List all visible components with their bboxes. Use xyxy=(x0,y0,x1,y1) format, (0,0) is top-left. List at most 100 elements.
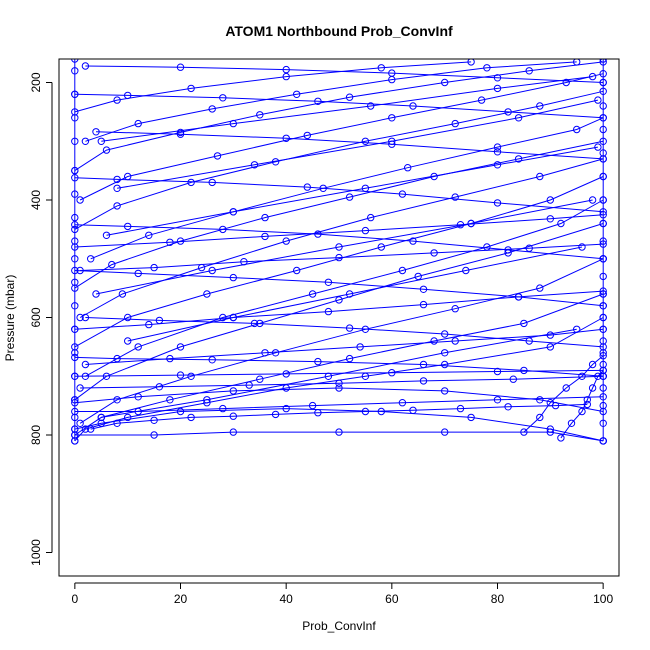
data-point xyxy=(71,437,79,445)
series-line xyxy=(90,117,604,260)
data-point xyxy=(467,59,475,66)
data-point xyxy=(282,134,290,143)
data-point xyxy=(398,266,407,275)
data-point xyxy=(599,325,607,333)
data-point xyxy=(536,413,544,422)
data-point xyxy=(134,393,142,401)
data-point xyxy=(335,428,343,436)
data-point xyxy=(546,399,554,407)
data-point xyxy=(87,255,95,263)
data-point xyxy=(71,137,79,146)
data-point xyxy=(451,337,459,345)
series-line xyxy=(523,355,604,433)
data-point xyxy=(271,410,280,419)
data-point xyxy=(145,231,153,240)
data-point xyxy=(92,128,100,136)
data-point xyxy=(81,425,90,433)
data-point xyxy=(187,372,195,380)
data-point xyxy=(578,407,586,416)
data-point xyxy=(599,272,607,281)
series-line xyxy=(74,408,604,442)
data-point xyxy=(419,377,428,385)
data-point xyxy=(282,72,290,81)
data-point xyxy=(520,366,528,375)
data-point xyxy=(81,62,90,70)
series-line xyxy=(74,431,604,442)
data-point xyxy=(324,278,333,286)
series-line xyxy=(74,61,604,172)
data-point xyxy=(155,383,164,391)
data-point xyxy=(76,419,84,427)
data-point xyxy=(404,164,412,172)
data-point xyxy=(261,349,269,357)
data-point xyxy=(504,108,512,116)
data-point xyxy=(335,296,343,304)
data-point xyxy=(451,305,459,313)
data-point xyxy=(594,143,602,151)
data-point xyxy=(145,320,153,329)
data-point xyxy=(504,246,512,254)
series-line xyxy=(85,328,604,365)
series-line xyxy=(74,356,604,377)
data-point xyxy=(345,93,354,101)
data-point xyxy=(536,396,544,404)
data-point xyxy=(493,161,502,169)
data-point xyxy=(71,90,79,99)
data-point xyxy=(124,313,132,322)
data-point xyxy=(398,399,407,407)
data-point xyxy=(573,59,581,66)
data-point xyxy=(219,313,227,322)
data-point xyxy=(282,65,290,74)
data-point xyxy=(536,172,544,181)
data-point xyxy=(588,196,597,204)
data-point xyxy=(71,166,79,175)
data-point xyxy=(599,372,607,380)
data-point xyxy=(113,354,121,363)
series-line xyxy=(74,93,604,119)
data-point xyxy=(245,381,253,389)
data-point xyxy=(229,313,238,322)
data-point xyxy=(588,360,597,369)
series-line xyxy=(560,370,604,439)
data-point xyxy=(361,226,370,235)
data-point xyxy=(599,172,607,181)
data-point xyxy=(419,300,428,309)
data-point xyxy=(203,396,211,404)
data-point xyxy=(493,143,502,151)
series-line xyxy=(74,177,604,213)
data-point xyxy=(345,290,354,298)
data-point xyxy=(76,384,84,392)
data-point xyxy=(588,384,597,392)
series-line xyxy=(74,61,472,113)
series-line xyxy=(74,223,604,401)
data-point xyxy=(578,372,586,380)
series-line xyxy=(79,258,604,424)
data-point xyxy=(213,152,222,160)
data-point xyxy=(81,137,90,146)
series-line xyxy=(74,270,604,307)
data-point xyxy=(81,360,90,369)
data-point xyxy=(113,396,121,404)
data-point xyxy=(599,302,607,310)
data-point xyxy=(71,396,79,404)
data-point xyxy=(441,360,449,369)
data-point xyxy=(81,313,90,322)
data-point xyxy=(388,369,396,377)
series-line xyxy=(80,243,604,271)
data-point xyxy=(451,193,459,201)
data-point xyxy=(578,243,586,251)
data-point xyxy=(377,243,385,251)
x-axis-title: Prob_ConvInf xyxy=(302,619,376,633)
series-line xyxy=(74,176,604,348)
data-point xyxy=(361,184,370,193)
data-point xyxy=(208,178,216,187)
data-point xyxy=(594,372,602,380)
data-point xyxy=(97,413,106,422)
data-point xyxy=(430,337,438,345)
data-point xyxy=(599,78,607,87)
data-point xyxy=(134,343,142,351)
data-point xyxy=(71,59,79,63)
data-point xyxy=(229,208,238,216)
data-point xyxy=(324,307,333,316)
data-point xyxy=(562,384,570,392)
